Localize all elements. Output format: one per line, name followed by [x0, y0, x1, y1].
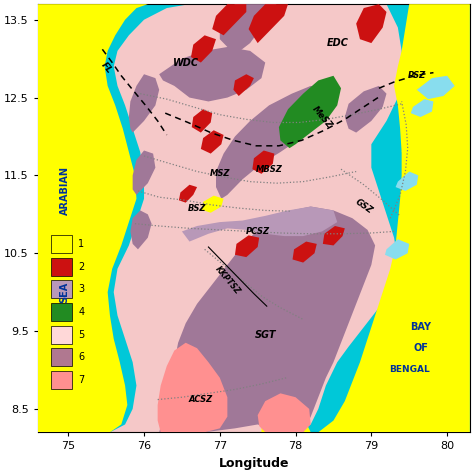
Text: OF: OF — [413, 343, 428, 353]
Text: WDC: WDC — [173, 57, 199, 67]
Polygon shape — [129, 74, 159, 133]
Text: 3: 3 — [78, 284, 84, 294]
Text: 4: 4 — [78, 307, 84, 317]
Text: ARABIAN: ARABIAN — [59, 166, 70, 216]
Polygon shape — [130, 210, 152, 249]
Text: KKPTSZ: KKPTSZ — [213, 264, 242, 296]
Polygon shape — [323, 226, 345, 246]
X-axis label: Longitude: Longitude — [219, 457, 289, 470]
FancyBboxPatch shape — [51, 326, 72, 344]
Text: FL: FL — [99, 61, 113, 75]
Polygon shape — [191, 35, 216, 63]
Text: 1: 1 — [78, 239, 84, 249]
Text: 6: 6 — [78, 352, 84, 362]
Text: MSZ: MSZ — [210, 169, 230, 178]
Polygon shape — [401, 135, 426, 154]
Polygon shape — [159, 207, 375, 432]
Text: 2: 2 — [78, 262, 84, 272]
Text: 7: 7 — [78, 375, 84, 385]
Polygon shape — [258, 393, 311, 432]
Text: BSZ: BSZ — [188, 204, 206, 213]
Text: BAY: BAY — [410, 322, 431, 332]
Polygon shape — [179, 185, 197, 203]
Text: SEA: SEA — [59, 282, 70, 303]
Text: 5: 5 — [78, 329, 84, 340]
Polygon shape — [279, 76, 341, 148]
Polygon shape — [133, 150, 155, 195]
Text: MeSZ: MeSZ — [310, 104, 334, 130]
Polygon shape — [385, 239, 409, 259]
Polygon shape — [220, 4, 277, 55]
Polygon shape — [201, 196, 224, 213]
Polygon shape — [356, 4, 386, 43]
Text: PSZ: PSZ — [408, 71, 426, 80]
Polygon shape — [192, 109, 212, 133]
Polygon shape — [311, 4, 470, 432]
Polygon shape — [235, 235, 259, 257]
Polygon shape — [262, 401, 311, 432]
Text: BENGAL: BENGAL — [389, 365, 429, 374]
Text: GSZ: GSZ — [354, 197, 374, 216]
FancyBboxPatch shape — [51, 303, 72, 321]
Polygon shape — [90, 4, 401, 432]
FancyBboxPatch shape — [51, 348, 72, 366]
Text: MBSZ: MBSZ — [255, 164, 283, 173]
Polygon shape — [252, 150, 274, 174]
Polygon shape — [38, 4, 148, 432]
Polygon shape — [233, 74, 254, 96]
Polygon shape — [292, 242, 317, 263]
Text: SGT: SGT — [255, 330, 276, 340]
Polygon shape — [158, 343, 228, 432]
Text: ACSZ: ACSZ — [189, 395, 213, 404]
Polygon shape — [248, 4, 288, 43]
Polygon shape — [417, 76, 455, 99]
Polygon shape — [216, 86, 333, 199]
FancyBboxPatch shape — [51, 371, 72, 389]
FancyBboxPatch shape — [51, 280, 72, 298]
FancyBboxPatch shape — [51, 235, 72, 253]
Polygon shape — [159, 47, 265, 101]
Text: EDC: EDC — [326, 38, 348, 48]
Polygon shape — [396, 172, 419, 191]
FancyBboxPatch shape — [51, 257, 72, 275]
Polygon shape — [182, 207, 337, 242]
Polygon shape — [411, 99, 433, 117]
Text: PCSZ: PCSZ — [246, 227, 270, 236]
Polygon shape — [201, 130, 224, 154]
Polygon shape — [345, 86, 386, 133]
Polygon shape — [212, 4, 246, 35]
